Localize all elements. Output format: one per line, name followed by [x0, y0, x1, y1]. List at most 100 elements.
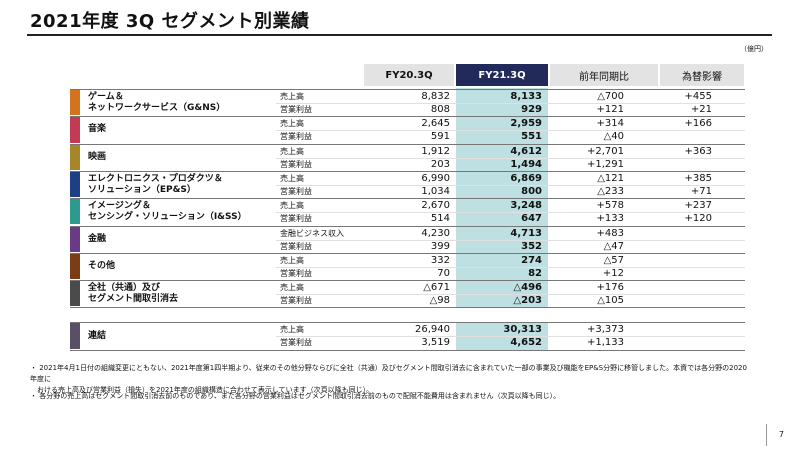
- header-fx: 為替影響: [660, 64, 744, 86]
- value-fx: [660, 240, 712, 253]
- row-divider: [276, 294, 745, 296]
- segment-4-top-line: [70, 198, 745, 200]
- segment-5-top-line: [70, 225, 745, 227]
- row-divider: [276, 157, 745, 159]
- value-fy21: 647: [521, 213, 542, 225]
- segment-0-color-bar: [70, 90, 80, 116]
- segment-5-name: 金融: [88, 233, 107, 244]
- row-divider: [276, 103, 745, 104]
- value-yoy: △233: [597, 185, 624, 197]
- value-yoy: △121: [597, 172, 624, 184]
- metric-label: 売上高: [280, 255, 304, 265]
- consolidated-bottom-line: [70, 350, 745, 351]
- value-fx: +166: [684, 118, 712, 130]
- segment-1-name: 音楽: [88, 124, 107, 135]
- value-fy20: 332: [430, 254, 450, 266]
- value-fy21: 1,494: [510, 158, 542, 170]
- value-fy21: 6,869: [510, 172, 542, 184]
- value-yoy: △57: [603, 254, 624, 266]
- value-yoy: +3,373: [586, 324, 624, 335]
- value-fx: [660, 227, 712, 240]
- value-fy20: △671: [423, 282, 450, 294]
- note-1: ・ 2021年4月1日付の組織変更にともない、2021年度第1四半期より、従来の…: [30, 364, 747, 394]
- metric-label: 売上高: [280, 201, 304, 211]
- value-fx: +21: [690, 104, 712, 115]
- value-fx: [660, 158, 712, 171]
- segment-1-top-line: [70, 116, 745, 118]
- value-yoy: △105: [597, 295, 624, 307]
- value-fy20: 1,034: [421, 185, 450, 197]
- value-fy21: 82: [528, 267, 542, 279]
- page-title: 2021年度 3Q セグメント別業績: [30, 11, 310, 32]
- value-fy20: 26,940: [415, 324, 450, 335]
- value-fx: +455: [684, 91, 712, 102]
- segment-6-top-line: [70, 252, 745, 254]
- value-fy21: 2,959: [510, 118, 542, 130]
- page-number: 7: [778, 430, 784, 439]
- value-fx: [660, 323, 712, 336]
- value-yoy: +12: [602, 267, 624, 279]
- value-fy20: 1,912: [421, 145, 450, 157]
- value-fy20: 399: [430, 240, 450, 252]
- value-yoy: +176: [596, 282, 624, 294]
- value-fy21: 800: [521, 185, 542, 197]
- metric-label: 営業利益: [280, 132, 312, 142]
- value-fx: +71: [690, 185, 712, 197]
- metric-label: 営業利益: [280, 186, 312, 196]
- metric-label: 売上高: [280, 146, 304, 156]
- value-fy21: 4,652: [510, 337, 542, 348]
- segment-7-color-bar: [70, 281, 80, 307]
- metric-label: 売上高: [280, 325, 304, 334]
- segment-6-name: その他: [88, 260, 116, 271]
- segment-3-color-bar: [70, 171, 80, 198]
- value-fy20: 591: [430, 131, 450, 143]
- value-fy20: 2,670: [421, 200, 450, 212]
- value-fy20: 6,990: [421, 172, 450, 184]
- segment-7-name: 全社（共通）及び セグメント間取引消去: [88, 282, 179, 304]
- consolidated-top-line: [70, 322, 745, 323]
- metric-label: 営業利益: [280, 296, 312, 306]
- unit-label: （億円）: [740, 45, 768, 53]
- value-fy21: 352: [521, 240, 542, 252]
- metric-label: 営業利益: [280, 268, 312, 278]
- value-fy21: 4,612: [510, 145, 542, 157]
- value-fx: +385: [684, 172, 712, 184]
- metric-label: 金融ビジネス収入: [280, 228, 344, 238]
- value-fx: [660, 267, 712, 280]
- value-yoy: +314: [596, 118, 624, 130]
- value-fy21: 3,248: [510, 200, 542, 212]
- note-2: ・ 各分野の売上高はセグメント間取引消去前のものであり、また各分野の営業利益はセ…: [30, 392, 561, 400]
- value-fy21: 274: [521, 254, 542, 266]
- value-yoy: +483: [596, 227, 624, 239]
- row-divider: [276, 212, 745, 214]
- header-yoy: 前年同期比: [550, 64, 658, 86]
- segment-6-color-bar: [70, 253, 80, 280]
- segment-0-top-line: [70, 89, 745, 90]
- value-fx: +237: [684, 200, 712, 212]
- value-fx: [660, 130, 712, 143]
- value-fy20: 4,230: [421, 227, 450, 239]
- value-fy20: 808: [430, 104, 450, 115]
- metric-label: 営業利益: [280, 105, 312, 114]
- segment-4-color-bar: [70, 199, 80, 225]
- value-fy21: △203: [513, 295, 542, 307]
- row-divider: [276, 336, 745, 337]
- metric-label: 営業利益: [280, 214, 312, 224]
- value-fy21: 929: [521, 104, 542, 115]
- segment-0-name: ゲーム＆ ネットワークサービス（G&NS）: [88, 91, 226, 113]
- value-fx: [660, 281, 712, 294]
- segment-7-top-line: [70, 280, 745, 282]
- value-fy21: 4,713: [510, 227, 542, 239]
- value-fy20: 70: [437, 267, 450, 279]
- consolidated-color-bar: [70, 323, 80, 349]
- value-fx: +363: [684, 145, 712, 157]
- value-yoy: +1,291: [586, 158, 624, 170]
- value-fy20: 2,645: [421, 118, 450, 130]
- value-fy21: 30,313: [503, 324, 542, 335]
- metric-label: 売上高: [280, 173, 304, 183]
- row-divider: [276, 130, 745, 132]
- value-yoy: +1,133: [586, 337, 624, 348]
- segment-1-color-bar: [70, 117, 80, 143]
- row-divider: [276, 266, 745, 268]
- metric-label: 営業利益: [280, 241, 312, 251]
